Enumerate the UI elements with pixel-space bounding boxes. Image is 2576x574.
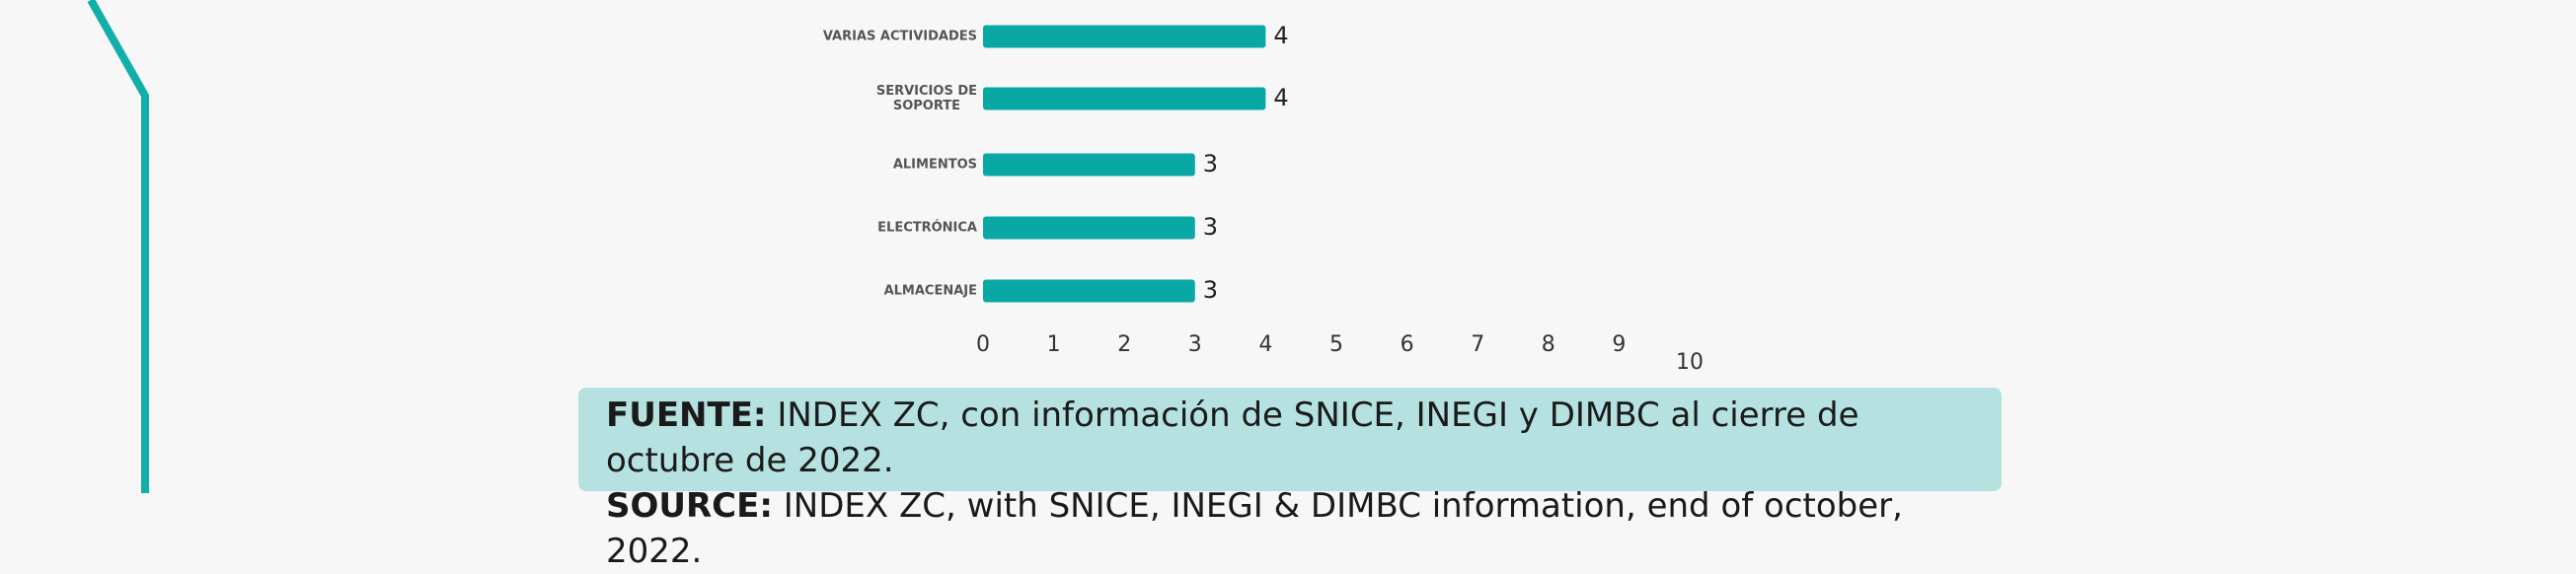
value-label: 3 [1203, 213, 1218, 241]
category-label: ELECTRÓNICA [720, 221, 977, 236]
category-label: ALIMENTOS [720, 158, 977, 173]
x-tick-label: 9 [1612, 332, 1626, 357]
value-label: 3 [1203, 276, 1218, 304]
chart: 0 1 2 3 4 5 6 7 8 9 10 4 4 3 3 3 [87, 0, 1704, 493]
text: INDEX ZC, with SNICE, INEGI & DIMBC info… [606, 486, 1903, 571]
category-text: SERVICIOS DE SOPORTE [875, 84, 977, 113]
value-label: 4 [1273, 22, 1288, 49]
source-es: FUENTE: INDEX ZC, con información de SNI… [606, 393, 1974, 483]
x-tick-label: 4 [1258, 332, 1272, 357]
x-tick-label: 6 [1401, 332, 1414, 357]
x-tick-label: 1 [1047, 332, 1061, 357]
x-tick-label: 8 [1542, 332, 1555, 357]
category-text: ELECTRÓNICA [877, 220, 977, 236]
category-text: VARIAS ACTIVIDADES [822, 29, 977, 44]
x-tick-label: 10 [1676, 350, 1704, 375]
bar [983, 279, 1195, 303]
x-tick-label: 7 [1471, 332, 1484, 357]
bar [983, 87, 1266, 110]
category-label: SERVICIOS DE SOPORTE [720, 84, 977, 113]
bar [983, 25, 1266, 48]
value-label: 4 [1273, 84, 1288, 111]
bar [983, 153, 1195, 177]
x-tick-label: 5 [1329, 332, 1343, 357]
x-tick-label: 0 [976, 332, 990, 357]
page: 0 1 2 3 4 5 6 7 8 9 10 4 4 3 3 3 VARIAS ACTIVIDADES SERV… [87, 0, 2002, 571]
category-label: VARIAS ACTIVIDADES [720, 30, 977, 44]
category-text: ALMACENAJE [883, 283, 977, 299]
source-note: FUENTE: INDEX ZC, con información de SNI… [578, 388, 2002, 571]
x-tick-label: 2 [1117, 332, 1131, 357]
bar [983, 216, 1195, 240]
category-label: ALMACENAJE [720, 284, 977, 299]
text: INDEX ZC, con información de SNICE, INEG… [606, 395, 1859, 480]
value-label: 3 [1203, 150, 1218, 178]
source-en: SOURCE: INDEX ZC, with SNICE, INEGI & DI… [606, 483, 1974, 574]
x-tick-label: 3 [1188, 332, 1202, 357]
label: FUENTE: [606, 395, 767, 435]
decor-line [87, 0, 149, 493]
category-text: ALIMENTOS [892, 157, 977, 173]
label: SOURCE: [606, 486, 773, 526]
